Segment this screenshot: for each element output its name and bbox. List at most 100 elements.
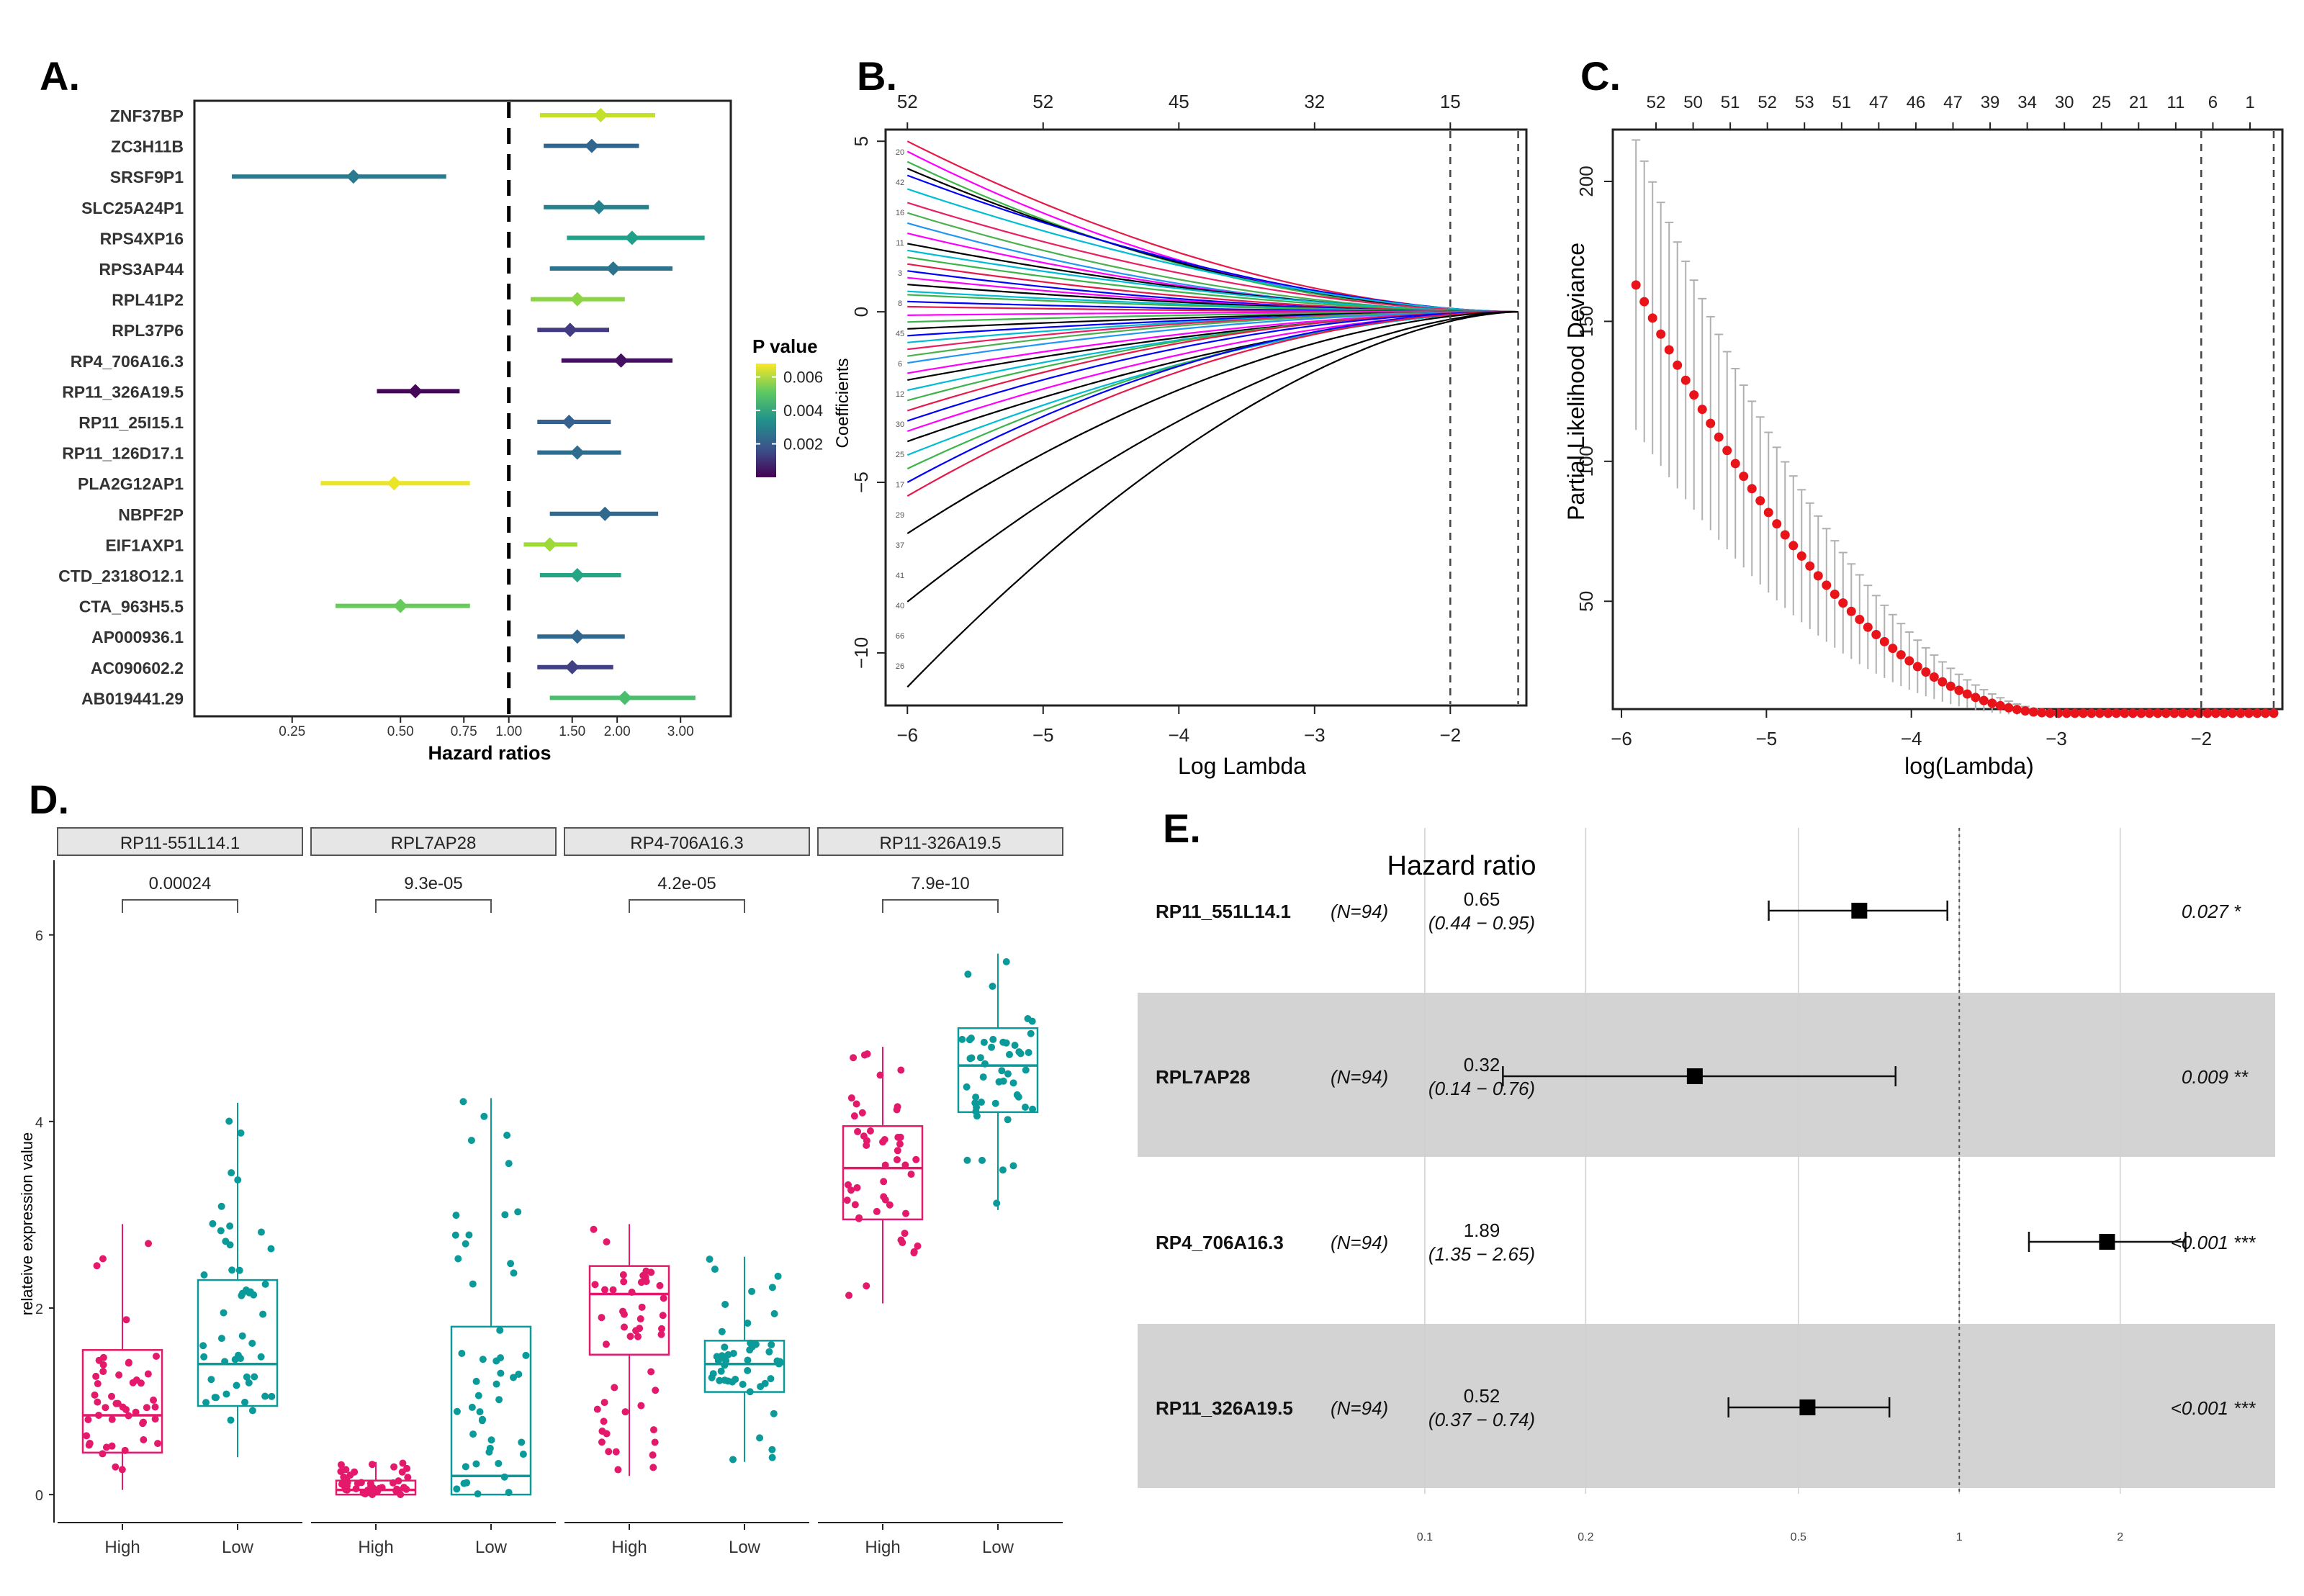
data-point xyxy=(847,1186,855,1194)
data-point xyxy=(390,1463,398,1471)
row-shade xyxy=(1138,993,2275,1157)
data-point xyxy=(404,1474,412,1482)
hr-point xyxy=(613,353,629,368)
ci-label: (0.14 − 0.76) xyxy=(1428,1078,1535,1099)
top-tick-label: 25 xyxy=(2092,93,2111,112)
deviance-point xyxy=(1796,551,1806,561)
x-tick-label: −6 xyxy=(1611,728,1632,749)
data-point xyxy=(343,1486,351,1494)
data-point xyxy=(770,1410,778,1417)
coefficient-path xyxy=(907,311,1518,364)
facet-strip xyxy=(310,827,557,856)
data-point xyxy=(642,1267,650,1275)
path-end-label: 37 xyxy=(896,541,904,550)
hr-square xyxy=(1686,1068,1703,1084)
data-point xyxy=(854,1127,862,1135)
data-point xyxy=(866,1127,874,1135)
panel-c-xlabel: log(Lambda) xyxy=(1904,753,2034,779)
gene-label: NBPF2P xyxy=(118,505,184,524)
x-tick-label: 0.2 xyxy=(1578,1531,1593,1543)
data-point xyxy=(619,1271,627,1279)
data-point xyxy=(899,1239,906,1247)
data-point xyxy=(721,1343,729,1351)
data-point xyxy=(873,1207,881,1215)
data-point xyxy=(1022,1066,1030,1074)
deviance-point xyxy=(1656,329,1666,339)
panel-d-boxplots: 0 2 4 6 RP11-551L14.1 0.00024 High Low RPL7AP28 9… xyxy=(18,827,1063,1557)
ci-label: (1.35 − 2.65) xyxy=(1428,1243,1535,1265)
data-point xyxy=(515,1370,523,1378)
data-point xyxy=(268,1392,276,1400)
data-point xyxy=(988,1043,996,1051)
p-value-label: 9.3e-05 xyxy=(404,874,462,893)
hr-value: 0.65 xyxy=(1464,888,1500,910)
data-point xyxy=(261,1392,269,1400)
deviance-point xyxy=(1962,689,1972,699)
data-point xyxy=(893,1155,901,1163)
data-point xyxy=(638,1303,646,1311)
data-point xyxy=(768,1284,776,1291)
deviance-point xyxy=(1863,622,1873,632)
data-point xyxy=(472,1377,480,1385)
top-tick-label: 47 xyxy=(1869,93,1889,112)
path-end-label: 29 xyxy=(896,511,904,520)
p-value-label: 0.00024 xyxy=(149,874,212,893)
deviance-point xyxy=(2153,708,2163,718)
data-point xyxy=(618,1307,626,1315)
data-point xyxy=(881,1161,889,1169)
data-point xyxy=(897,1066,905,1074)
data-point xyxy=(200,1353,208,1361)
data-point xyxy=(514,1208,522,1216)
data-point xyxy=(99,1361,107,1369)
deviance-point xyxy=(2136,708,2146,718)
deviance-point xyxy=(1730,459,1740,469)
data-point xyxy=(125,1359,132,1367)
panel-a-frame xyxy=(193,99,732,718)
data-point xyxy=(999,1166,1007,1174)
panel-b-xlabel: Log Lambda xyxy=(1178,753,1306,779)
data-point xyxy=(221,1358,229,1366)
data-point xyxy=(238,1291,246,1299)
deviance-point xyxy=(1904,656,1914,666)
data-point xyxy=(150,1396,158,1404)
deviance-point xyxy=(1987,698,1997,708)
group-label: Low xyxy=(729,1538,761,1557)
data-point xyxy=(1004,1070,1012,1078)
data-point xyxy=(980,1038,988,1046)
group-label: High xyxy=(611,1538,647,1557)
data-point xyxy=(963,1083,971,1091)
data-point xyxy=(217,1335,225,1343)
data-point xyxy=(860,1051,868,1059)
x-tick-label: −2 xyxy=(2190,728,2212,749)
data-point xyxy=(657,1330,665,1338)
data-point xyxy=(122,1316,130,1324)
gene-label: AC090602.2 xyxy=(91,659,184,677)
data-point xyxy=(896,1140,904,1148)
data-point xyxy=(92,1372,100,1380)
data-point xyxy=(968,1054,976,1062)
data-point xyxy=(245,1379,253,1387)
path-end-label: 45 xyxy=(896,330,904,338)
legend-colorbar xyxy=(756,364,776,477)
y-tick-label: 100 xyxy=(1575,446,1597,477)
data-point xyxy=(767,1375,775,1383)
data-point xyxy=(721,1300,729,1308)
data-point xyxy=(626,1333,634,1340)
data-point xyxy=(609,1286,617,1294)
p-value: 0.009 xyxy=(2182,1066,2228,1088)
data-point xyxy=(84,1415,92,1423)
data-point xyxy=(486,1444,494,1452)
hr-point xyxy=(542,537,557,552)
facet-strip xyxy=(817,827,1063,856)
top-tick-label: 52 xyxy=(1647,93,1666,112)
top-tick-label: 53 xyxy=(1795,93,1814,112)
data-point xyxy=(453,1407,461,1415)
data-point xyxy=(237,1129,245,1137)
deviance-point xyxy=(1706,418,1716,428)
gene-label: RPS4XP16 xyxy=(100,229,184,248)
deviance-point xyxy=(1888,644,1898,654)
data-point xyxy=(112,1463,120,1471)
hr-point xyxy=(387,476,402,491)
data-point xyxy=(451,1231,459,1239)
deviance-point xyxy=(2169,708,2179,718)
